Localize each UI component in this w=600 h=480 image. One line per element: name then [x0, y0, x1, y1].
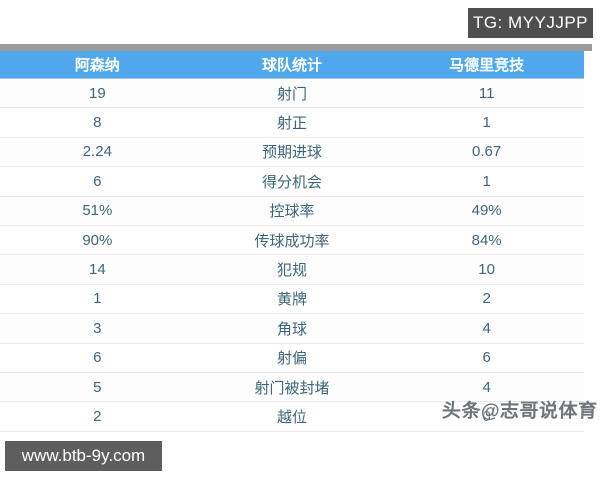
home-value: 19 — [88, 84, 106, 102]
away-value: 6 — [482, 349, 491, 367]
home-value: 8 — [93, 114, 102, 132]
away-value: 1 — [482, 172, 491, 190]
site-watermark-label: www.btb-9y.com — [21, 446, 146, 465]
header-stats-title: 球队统计 — [261, 57, 322, 74]
stat-label: 黄牌 — [276, 291, 307, 309]
telegram-badge-label: TG: MYYJJPP — [472, 13, 589, 32]
home-value: 1 — [93, 290, 102, 308]
away-value: 10 — [478, 261, 495, 279]
stat-label: 预期进球 — [261, 144, 322, 162]
site-watermark-box: www.btb-9y.com — [5, 441, 162, 471]
author-watermark: 头条@志哥说体育 — [442, 401, 599, 422]
away-value: 49% — [471, 202, 502, 220]
stat-label: 角球 — [276, 320, 307, 338]
header-home-team: 阿森纳 — [74, 57, 120, 74]
table-row: 2 越位 0 — [0, 402, 584, 432]
away-value: 1 — [482, 114, 491, 132]
home-value: 14 — [88, 261, 106, 279]
away-value: 84% — [471, 231, 502, 249]
stat-label: 传球成功率 — [254, 232, 330, 250]
table-row: 5 射门被封堵 4 — [0, 372, 584, 403]
away-value: 0 — [482, 407, 491, 425]
table-header-row: 阿森纳 球队统计 马德里竞技 — [0, 51, 584, 79]
table-row: 90% 传球成功率 84% — [0, 225, 584, 256]
header-away-team: 马德里竞技 — [449, 57, 525, 74]
home-value: 2.24 — [82, 143, 112, 161]
stat-label: 犯规 — [276, 262, 307, 280]
stat-label: 射偏 — [276, 350, 307, 368]
home-value: 6 — [93, 172, 102, 190]
table-row: 51% 控球率 49% — [0, 196, 584, 226]
table-row: 6 射偏 6 — [0, 343, 584, 373]
stats-table: 阿森纳 球队统计 马德里竞技 19 射门 11 8 射正 1 2.24 预期进球… — [0, 51, 584, 432]
home-value: 90% — [82, 231, 113, 249]
table-top-strip — [0, 44, 592, 51]
table-row: 1 黄牌 2 — [0, 284, 584, 315]
home-value: 2 — [93, 407, 102, 425]
table-row: 8 射正 1 — [0, 108, 584, 138]
home-value: 51% — [82, 202, 113, 220]
home-value: 3 — [93, 319, 102, 337]
table-row: 14 犯规 10 — [0, 255, 584, 285]
home-value: 6 — [93, 349, 102, 367]
stat-label: 射正 — [276, 115, 307, 133]
table-row: 2.24 预期进球 0.67 — [0, 137, 584, 168]
stat-label: 越位 — [276, 408, 307, 426]
table-row: 19 射门 11 — [0, 79, 584, 109]
stat-label: 射门 — [276, 85, 307, 103]
table-row: 3 角球 4 — [0, 314, 584, 344]
away-value: 4 — [482, 378, 491, 396]
away-value: 0.67 — [472, 143, 502, 161]
stat-label: 得分机会 — [261, 173, 322, 191]
away-value: 4 — [482, 319, 491, 337]
stat-label: 射门被封堵 — [254, 379, 330, 397]
table-body: 19 射门 11 8 射正 1 2.24 预期进球 0.67 6 得分机会 1 … — [0, 79, 584, 432]
telegram-badge: TG: MYYJJPP — [468, 8, 593, 38]
table-row: 6 得分机会 1 — [0, 167, 584, 197]
away-value: 11 — [478, 84, 495, 102]
stat-label: 控球率 — [269, 203, 315, 221]
home-value: 5 — [93, 378, 102, 396]
away-value: 2 — [482, 290, 491, 308]
